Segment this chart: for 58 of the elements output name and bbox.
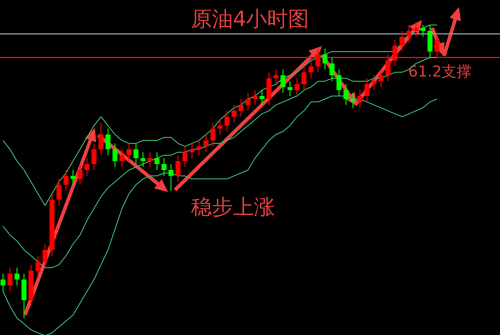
candlestick (420, 24, 426, 38)
candlestick (336, 68, 342, 96)
candlestick (400, 30, 404, 52)
candlestick (126, 142, 132, 162)
candlestick (246, 92, 250, 112)
candlestick (218, 119, 222, 135)
candlestick (182, 146, 188, 168)
candlestick (64, 170, 68, 192)
candlestick (288, 80, 292, 96)
candlestick (36, 255, 40, 278)
candlestick (22, 273, 26, 318)
candlestick (372, 74, 376, 91)
candlestick (428, 24, 432, 58)
candlestick (78, 164, 82, 186)
candlestick (252, 90, 258, 106)
candlestick (302, 66, 306, 91)
candlestick (154, 152, 160, 170)
candlestick (148, 152, 152, 168)
candlestick (0, 273, 6, 292)
candlestick (204, 134, 208, 153)
candlestick (176, 154, 180, 182)
candlestick (266, 72, 272, 106)
candlestick (106, 128, 110, 156)
candlestick (140, 152, 146, 168)
candlestick (294, 78, 300, 96)
candlestick (84, 158, 90, 176)
candlestick (406, 24, 412, 44)
candlestick (232, 104, 236, 124)
candlestick (14, 267, 20, 286)
annotation: 稳步上涨 (191, 195, 275, 219)
candlestick (196, 140, 202, 156)
candlestick (238, 98, 244, 118)
candlestick (344, 84, 348, 106)
candlestick (322, 48, 328, 70)
chart-title: 原油4小时图 (190, 7, 310, 31)
candlestick (162, 158, 166, 176)
candlestick (364, 78, 370, 102)
candlestick (120, 148, 124, 168)
candlestick (378, 68, 384, 88)
candlestick (134, 142, 138, 165)
candlestick (350, 92, 356, 108)
candlestick (330, 57, 334, 82)
candlestick (260, 90, 264, 106)
candlestick (98, 122, 104, 156)
candlestick (358, 90, 362, 108)
candlestick (414, 22, 418, 38)
candlestick (308, 60, 314, 79)
candlestick (112, 142, 118, 168)
candlestick (224, 110, 230, 132)
candlestick (42, 244, 48, 268)
candlestick (168, 164, 174, 192)
candlestick (8, 267, 12, 292)
candlestick (56, 178, 62, 206)
candlestick (280, 68, 286, 94)
ref-line-label: 61.2支撑 (408, 62, 472, 81)
candlestick (210, 122, 216, 147)
candlestick (92, 142, 96, 170)
candlestick (70, 170, 76, 186)
